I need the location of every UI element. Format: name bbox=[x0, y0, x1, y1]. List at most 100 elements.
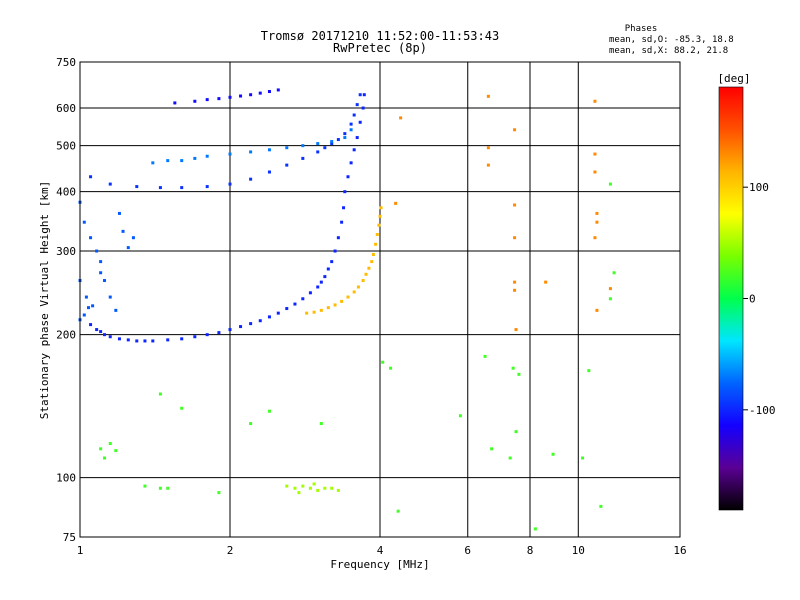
echo-point bbox=[89, 323, 93, 327]
echo-point bbox=[319, 280, 323, 284]
echo-point bbox=[108, 295, 112, 299]
echo-point bbox=[301, 484, 305, 488]
echo-point bbox=[336, 236, 340, 240]
echo-point bbox=[333, 303, 337, 307]
echo-point bbox=[99, 260, 103, 264]
echo-point bbox=[121, 229, 125, 233]
echo-point bbox=[103, 456, 107, 460]
echo-point bbox=[180, 186, 184, 190]
x-tick-label: 4 bbox=[377, 544, 384, 557]
echo-point bbox=[362, 93, 366, 97]
echo-point bbox=[82, 313, 86, 317]
echo-point bbox=[158, 186, 162, 190]
echo-point bbox=[336, 488, 340, 492]
echo-point bbox=[595, 308, 599, 312]
echo-point bbox=[595, 220, 599, 224]
x-axis-label: Frequency [MHz] bbox=[330, 558, 429, 571]
echo-point bbox=[249, 322, 253, 326]
echo-point bbox=[108, 335, 112, 339]
echo-point bbox=[135, 339, 139, 343]
echo-point bbox=[285, 146, 289, 150]
echo-point bbox=[551, 452, 555, 456]
y-tick-label: 200 bbox=[56, 329, 76, 342]
echo-point bbox=[514, 430, 518, 434]
echo-point bbox=[308, 486, 312, 490]
echo-point bbox=[249, 150, 253, 154]
echo-point bbox=[173, 101, 177, 105]
echo-point bbox=[135, 185, 139, 189]
echo-point bbox=[297, 491, 301, 495]
echo-point bbox=[103, 333, 107, 337]
plot-frame bbox=[79, 61, 681, 538]
echo-point bbox=[513, 128, 517, 132]
echo-point bbox=[285, 163, 289, 167]
echo-point bbox=[375, 233, 379, 237]
echo-point bbox=[126, 338, 130, 342]
x-axis-ticks: 1 2 4 6 8 10 16 bbox=[77, 544, 687, 557]
echo-point bbox=[544, 280, 548, 284]
echo-point bbox=[249, 177, 253, 181]
echo-point bbox=[131, 236, 135, 240]
echo-point bbox=[276, 311, 280, 315]
echo-point bbox=[205, 98, 209, 102]
echo-point bbox=[396, 509, 400, 513]
y-tick-label: 100 bbox=[56, 472, 76, 485]
echo-point bbox=[378, 214, 382, 218]
grid-lines bbox=[80, 62, 680, 537]
echo-point bbox=[333, 249, 337, 253]
echo-point bbox=[356, 285, 360, 289]
echo-point bbox=[513, 288, 517, 292]
echo-point bbox=[599, 504, 603, 508]
echo-point bbox=[593, 99, 597, 103]
echo-point bbox=[258, 91, 262, 95]
echo-point bbox=[399, 116, 403, 120]
echo-point bbox=[108, 442, 112, 446]
echo-point bbox=[355, 136, 359, 140]
echo-point bbox=[301, 156, 305, 160]
colorbar-ticks: 100 0 -100 bbox=[743, 181, 776, 417]
echo-point bbox=[312, 482, 316, 486]
echo-point bbox=[394, 201, 398, 205]
echo-point bbox=[316, 285, 320, 289]
echo-point bbox=[490, 447, 494, 451]
echo-point bbox=[458, 414, 462, 418]
echo-point bbox=[228, 95, 232, 99]
echo-point bbox=[367, 266, 371, 270]
echo-point bbox=[151, 339, 155, 343]
echo-point bbox=[513, 280, 517, 284]
echo-point bbox=[267, 409, 271, 413]
y-tick-label: 300 bbox=[56, 245, 76, 258]
echo-point bbox=[193, 99, 197, 103]
echo-point bbox=[158, 486, 162, 490]
echo-point bbox=[82, 220, 86, 224]
echo-point bbox=[143, 484, 147, 488]
echo-point bbox=[249, 422, 253, 426]
echo-point bbox=[343, 190, 347, 194]
echo-point bbox=[364, 272, 368, 276]
echo-point bbox=[379, 206, 383, 210]
echo-point bbox=[312, 310, 316, 314]
colorbar-label: [deg] bbox=[717, 72, 750, 85]
echo-point bbox=[301, 297, 305, 301]
echo-point bbox=[114, 449, 118, 453]
echo-point bbox=[84, 295, 88, 299]
y-axis-label: Stationary phase Virtual Height [km] bbox=[38, 181, 51, 419]
legend-header: Phases bbox=[625, 24, 658, 34]
y-tick-label: 750 bbox=[56, 56, 76, 69]
echo-point bbox=[342, 206, 346, 210]
chart-subtitle: RwPretec (8p) bbox=[333, 41, 427, 55]
echo-point bbox=[513, 236, 517, 240]
echo-point bbox=[326, 306, 330, 310]
echo-point bbox=[267, 90, 271, 94]
echo-point bbox=[346, 175, 350, 179]
echo-point bbox=[593, 236, 597, 240]
echo-point bbox=[293, 302, 297, 306]
echo-point bbox=[330, 260, 334, 264]
echo-point bbox=[370, 260, 374, 264]
echo-point bbox=[593, 152, 597, 156]
echo-point bbox=[180, 159, 184, 163]
echo-point bbox=[355, 103, 359, 107]
colorbar bbox=[718, 86, 744, 511]
echo-point bbox=[89, 175, 93, 179]
echo-point bbox=[593, 170, 597, 174]
